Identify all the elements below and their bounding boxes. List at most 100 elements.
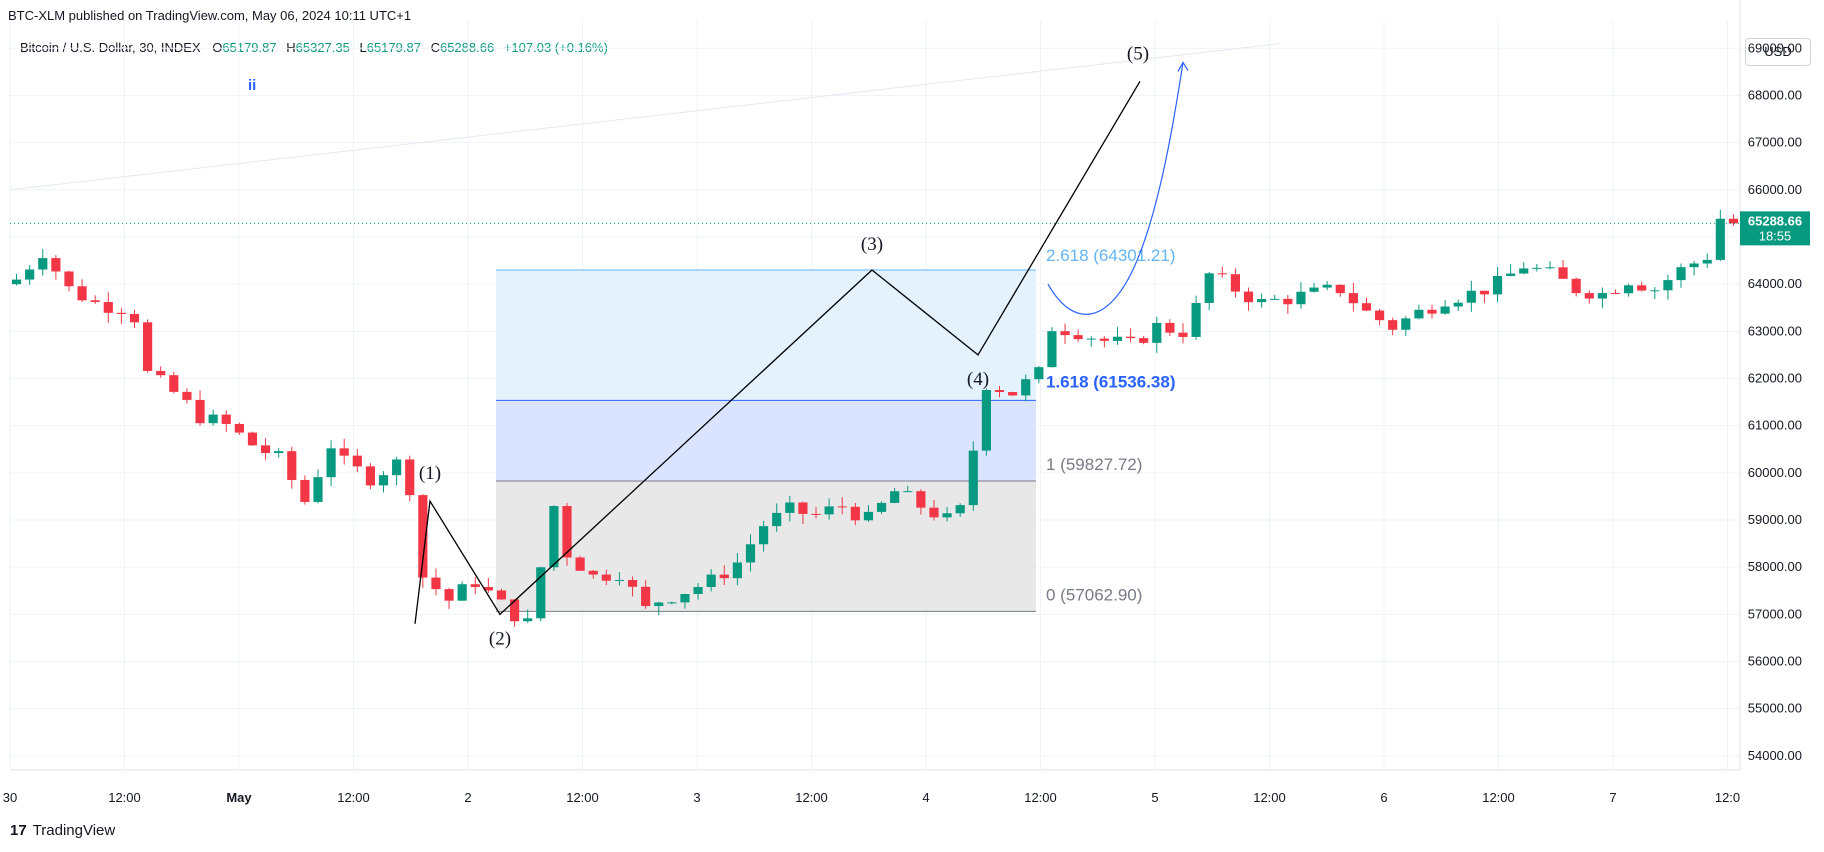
candle-body [1243, 291, 1254, 303]
candle-body [247, 432, 258, 446]
x-tick-label: 12:00 [1253, 790, 1286, 805]
x-tick-label: 30 [3, 790, 17, 805]
x-tick-label: 7 [1609, 790, 1616, 805]
candle-body [588, 570, 598, 575]
wave-label: (2) [489, 628, 511, 649]
candle-body [680, 593, 690, 603]
open-label: O [212, 40, 223, 55]
wave-label: (1) [419, 463, 441, 484]
candle-body [955, 505, 965, 514]
candle-body [1008, 392, 1018, 396]
candle-body [444, 589, 454, 601]
x-tick-label: 12:0 [1715, 790, 1740, 805]
y-tick-label: 57000.00 [1748, 606, 1802, 621]
low-label: L [359, 40, 367, 55]
x-tick-label: 5 [1151, 790, 1158, 805]
candle-body [575, 557, 585, 571]
candle-body [876, 502, 887, 512]
price-tag-countdown: 18:55 [1759, 228, 1792, 243]
close-value: 65288.66 [439, 40, 495, 55]
candle-body [824, 506, 834, 515]
y-tick-label: 68000.00 [1748, 87, 1802, 102]
fib-label-1: 1 (59827.72) [1046, 455, 1142, 474]
candle-body [1440, 306, 1450, 314]
candle-body [706, 574, 716, 588]
candle-body [1702, 259, 1712, 264]
symbol-name[interactable]: Bitcoin / U.S. Dollar, 30, INDEX [20, 40, 201, 55]
candle-body [1715, 218, 1725, 260]
open-value: 65179.87 [222, 40, 277, 55]
candle-body [1663, 280, 1673, 291]
fib-label-2618: 2.618 (64301.21) [1046, 246, 1176, 265]
y-tick-label: 59000.00 [1748, 512, 1802, 527]
currency-button[interactable]: USD [1745, 38, 1811, 66]
candle-body [1650, 290, 1660, 292]
candle-body [1676, 267, 1686, 281]
candle-body [1073, 335, 1083, 340]
tradingview-brand[interactable]: 17 TradingView [10, 822, 115, 839]
y-tick-label: 62000.00 [1748, 370, 1802, 385]
candle-body [1047, 331, 1057, 368]
x-tick-label: 4 [922, 790, 929, 805]
y-tick-label: 58000.00 [1748, 559, 1802, 574]
candle-body [1125, 336, 1136, 339]
candle-body [903, 491, 913, 493]
close-label: C [430, 40, 440, 55]
candle-body [300, 479, 310, 502]
candle-body [811, 513, 821, 515]
candle-body [929, 507, 939, 518]
candle-body [77, 286, 87, 301]
candle-body [1597, 293, 1607, 299]
candle-body [981, 390, 991, 451]
wave-label: (3) [861, 234, 883, 255]
tradingview-logo-icon: 17 [10, 822, 27, 839]
trend-line [9, 43, 1281, 191]
publisher-line: BTC-XLM published on TradingView.com, Ma… [8, 8, 412, 23]
candle-body [916, 491, 926, 508]
projection-curve [1047, 62, 1184, 315]
candle-body [1492, 275, 1503, 295]
candle-body [143, 322, 153, 371]
candle-body [759, 526, 769, 545]
wave-zigzag [414, 80, 1141, 624]
candle-body [1021, 379, 1031, 396]
candle-body [1466, 290, 1476, 303]
candle-body [1191, 302, 1201, 337]
candle-body [1230, 274, 1241, 292]
candle-body [562, 506, 572, 558]
candle-body [641, 586, 651, 607]
candle-body [260, 445, 271, 454]
candle-body [90, 300, 100, 303]
candle-body [1165, 322, 1175, 333]
candle-body [378, 475, 389, 486]
candle-body [719, 574, 729, 579]
candle-body [1728, 218, 1739, 224]
candle-body [1296, 291, 1306, 305]
candle-body [509, 599, 520, 622]
candle-body [182, 391, 192, 400]
candle-body [1099, 338, 1109, 341]
candle-body [1283, 298, 1293, 305]
candle-body [352, 455, 362, 467]
candle-body [772, 512, 782, 527]
candle-body [38, 258, 48, 270]
candle-body [1374, 310, 1385, 321]
candle-body [221, 414, 231, 424]
indicator-marker[interactable]: ii [248, 77, 256, 94]
candle-body [1034, 367, 1044, 380]
candle-body [195, 399, 205, 424]
candle-body [1257, 299, 1267, 303]
candle-body [890, 491, 900, 503]
wave-label: (5) [1127, 43, 1149, 64]
candle-body [1204, 273, 1214, 303]
candle-body [129, 313, 140, 323]
candle-body [11, 279, 22, 285]
brand-name: TradingView [32, 822, 116, 839]
candle-body [1414, 309, 1424, 319]
candle-body [1610, 293, 1621, 295]
x-tick-label: 12:00 [566, 790, 599, 805]
x-tick-label: May [226, 790, 252, 805]
x-tick-label: 12:00 [1024, 790, 1057, 805]
candle-body [693, 587, 703, 594]
